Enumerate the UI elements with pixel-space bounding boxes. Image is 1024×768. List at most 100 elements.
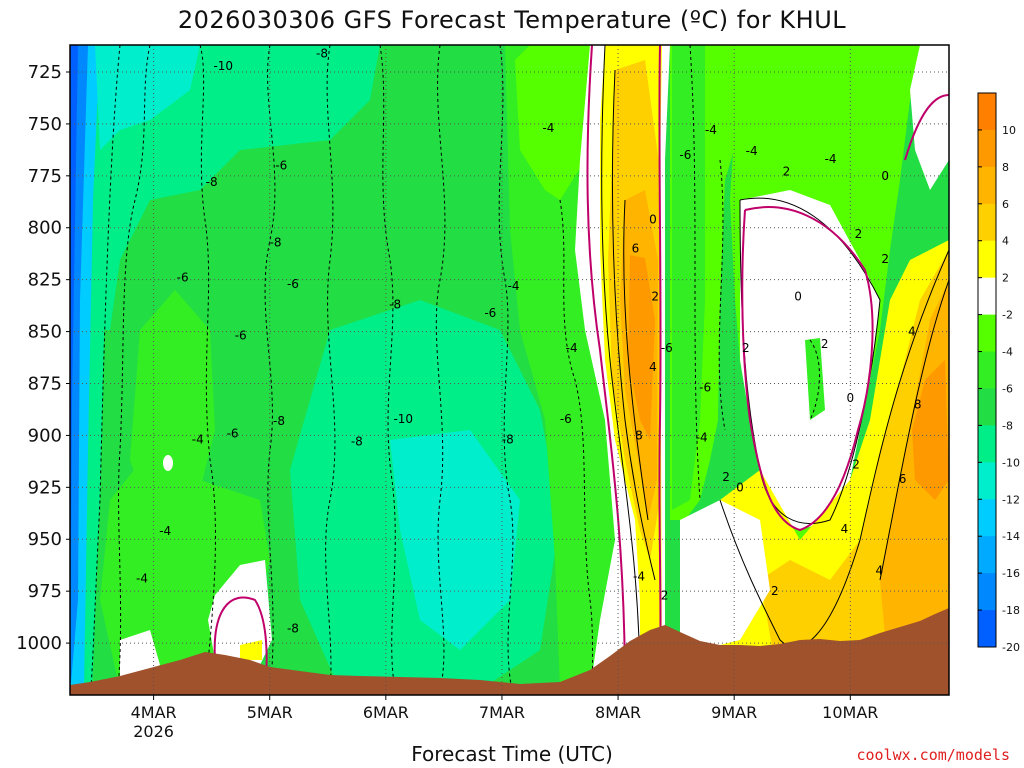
colorbar-bin (978, 129, 996, 168)
field-minus4-right-center (505, 45, 625, 690)
contour-label: 2 (722, 470, 730, 484)
colorbar-bin (978, 573, 996, 611)
contour-label: -8 (389, 298, 401, 312)
contour-label: -10 (393, 412, 413, 426)
contour-label: 4 (876, 563, 884, 577)
y-tick-label: 800 (28, 218, 62, 239)
y-axis: 725 750 775 800 825 850 875 900 925 950 975 1000 (16, 62, 70, 654)
contour-label: 2 (742, 341, 750, 355)
colorbar-label: -10 (1002, 456, 1020, 469)
colorbar-bin (978, 499, 996, 537)
colorbar-label: -6 (1002, 382, 1013, 395)
colorbar-label: 4 (1002, 235, 1009, 248)
contour-label: 0 (881, 169, 889, 183)
field-minus4-left-column (130, 290, 215, 520)
negative-contour-lines (89, 45, 820, 695)
contour-label: -6 (227, 426, 239, 440)
colorbar: 10 8 6 4 2 -2 -4 -6 -8 -10 -12 -14 -16 -18 -20 (977, 92, 1020, 654)
contour-label: 2 (821, 337, 829, 351)
field-white-lower-9mar (680, 500, 770, 650)
positive-contour-lines (601, 45, 949, 691)
contour-label: -6 (235, 329, 247, 343)
contour-label: -8 (316, 46, 328, 60)
y-tick-label: 825 (28, 270, 62, 291)
y-tick-label: 750 (28, 114, 62, 135)
contour-label: -4 (746, 144, 758, 158)
contour-label: 0 (794, 289, 802, 303)
contour-label: 2 (855, 227, 863, 241)
contour-label: -6 (560, 412, 572, 426)
colorbar-bin (978, 277, 996, 316)
field-warm-pocket (163, 455, 173, 471)
y-tick-label: 1000 (16, 633, 62, 654)
colorbar-label: 8 (1002, 161, 1009, 174)
field-minus8-upper (100, 45, 380, 330)
x-tick-label: 5MAR (247, 703, 293, 722)
contour-label: -8 (270, 235, 282, 249)
grid-lines (70, 45, 949, 695)
x-tick-label: 7MAR (479, 703, 525, 722)
colorbar-bin (978, 314, 996, 353)
field-minus2-to-2-pocket (208, 560, 272, 665)
colorbar-label: 6 (1002, 198, 1009, 211)
colorbar-label: -18 (1002, 604, 1020, 617)
field-cold-pocket-9mar (805, 338, 825, 420)
contour-label: 0 (649, 212, 657, 226)
contour-label: -6 (275, 158, 287, 172)
field-2-pocket (240, 640, 262, 660)
field-white-upper-right (910, 45, 949, 190)
x-tick-label: 10MAR (822, 703, 878, 722)
contour-label: -4 (566, 341, 578, 355)
contour-label: 2 (852, 457, 860, 471)
contour-label: -6 (699, 381, 711, 395)
contour-label: -8 (502, 433, 514, 447)
y-tick-label: 950 (28, 529, 62, 550)
contour-label: 4 (908, 325, 916, 339)
colorbar-label: -16 (1002, 567, 1020, 580)
colorbar-frame (977, 92, 997, 648)
contour-label: -10 (213, 59, 233, 73)
contour-labels: -10 -8 -8 -6 -8 -6 -6 -6 -8 -6 -4 -4 -4 -8 -8 -10 -8 -6 -4… (136, 46, 921, 635)
colorbar-bin (978, 425, 996, 463)
colorbar-bin (978, 203, 996, 242)
colorbar-label: -4 (1002, 346, 1013, 359)
contour-label: -4 (159, 524, 171, 538)
colorbar-label: -8 (1002, 419, 1013, 432)
colorbar-bin (978, 462, 996, 500)
colorbar-label: -12 (1002, 493, 1020, 506)
x-tick-label: 6MAR (363, 703, 409, 722)
colorbar-label: 10 (1002, 124, 1016, 137)
colorbar-label: -2 (1002, 309, 1013, 322)
colorbar-bin (978, 93, 996, 131)
field-minus20-left (70, 45, 78, 695)
contour-label: 2 (771, 584, 779, 598)
plot-frame (69, 44, 950, 696)
contour-label: 2 (783, 165, 791, 179)
colorbar-bin (978, 351, 996, 389)
colorbar-label: 2 (1002, 272, 1009, 285)
colorbar-bin (978, 536, 996, 574)
credit-link[interactable]: coolwx.com/models (856, 746, 1010, 764)
contour-label: 0 (736, 480, 744, 494)
contour-label: 6 (632, 242, 640, 256)
contour-label: -8 (273, 414, 285, 428)
contour-label: 4 (841, 522, 849, 536)
contour-label: -6 (679, 148, 691, 162)
contour-label: -4 (136, 572, 148, 586)
contour-label: -4 (705, 123, 717, 137)
contour-label: -4 (508, 279, 520, 293)
contour-label: -4 (192, 433, 204, 447)
contour-label: 8 (635, 428, 643, 442)
field-minus2-band (515, 45, 590, 200)
contour-label: 0 (846, 391, 854, 405)
chart-title: 2026030306 GFS Forecast Temperature (ºC)… (177, 6, 847, 34)
contour-label: -4 (542, 121, 554, 135)
field-cold-column-minus4 (672, 45, 705, 510)
y-tick-label: 900 (28, 425, 62, 446)
contour-label: -6 (177, 271, 189, 285)
contour-label: -6 (484, 306, 496, 320)
contour-label: 8 (914, 397, 922, 411)
contour-label: -4 (696, 430, 708, 444)
field-minus10-upper (95, 45, 200, 150)
